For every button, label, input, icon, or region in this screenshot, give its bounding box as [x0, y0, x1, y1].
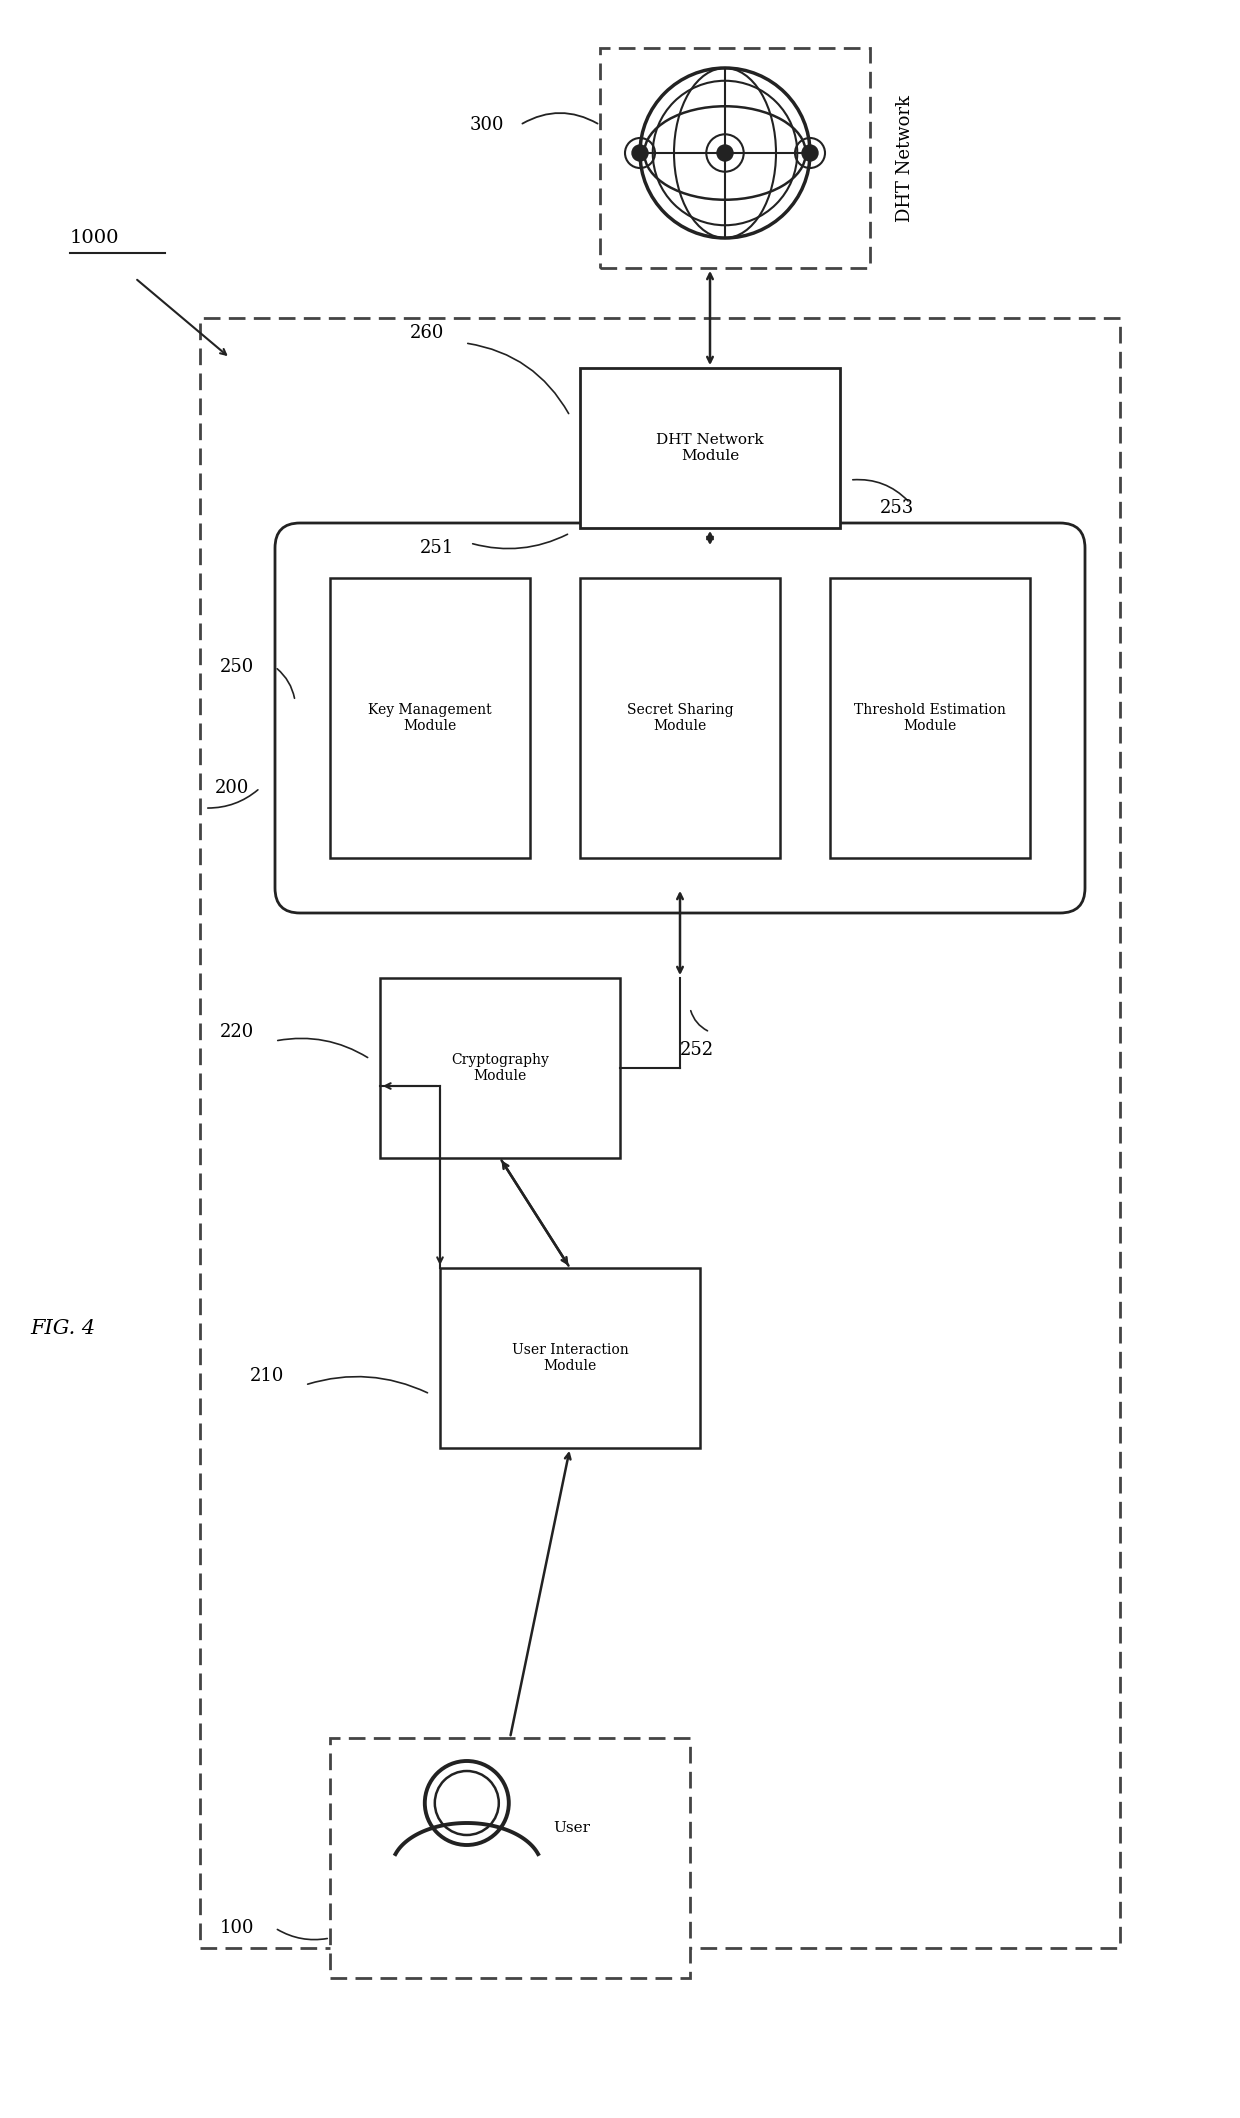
Bar: [600, 49, 870, 269]
Text: 253: 253: [880, 500, 914, 517]
Text: 300: 300: [470, 116, 505, 133]
Text: 250: 250: [219, 659, 254, 676]
Text: 100: 100: [219, 1919, 254, 1938]
Text: 251: 251: [420, 538, 454, 557]
Text: 200: 200: [215, 779, 249, 796]
Text: Threshold Estimation
Module: Threshold Estimation Module: [854, 703, 1006, 733]
Circle shape: [802, 144, 818, 161]
Circle shape: [717, 144, 733, 161]
Text: Cryptography
Module: Cryptography Module: [451, 1053, 549, 1082]
Text: DHT Network
Module: DHT Network Module: [656, 432, 764, 464]
Text: 210: 210: [250, 1366, 284, 1385]
Text: Key Management
Module: Key Management Module: [368, 703, 492, 733]
Text: 1000: 1000: [69, 229, 119, 248]
Text: Secret Sharing
Module: Secret Sharing Module: [626, 703, 733, 733]
Bar: [440, 1269, 701, 1449]
Bar: [379, 979, 620, 1159]
Bar: [580, 369, 839, 527]
Text: 252: 252: [680, 1042, 714, 1059]
Text: DHT Network: DHT Network: [897, 95, 914, 222]
Text: 220: 220: [219, 1023, 254, 1042]
Bar: [830, 578, 1030, 858]
Text: FIG. 4: FIG. 4: [30, 1320, 95, 1339]
Bar: [580, 578, 780, 858]
Bar: [200, 318, 1120, 1949]
Bar: [330, 578, 529, 858]
Text: User Interaction
Module: User Interaction Module: [512, 1343, 629, 1372]
Bar: [330, 1739, 689, 1978]
Text: User: User: [553, 1821, 590, 1834]
FancyBboxPatch shape: [275, 523, 1085, 913]
Text: 260: 260: [410, 324, 444, 341]
Circle shape: [632, 144, 649, 161]
